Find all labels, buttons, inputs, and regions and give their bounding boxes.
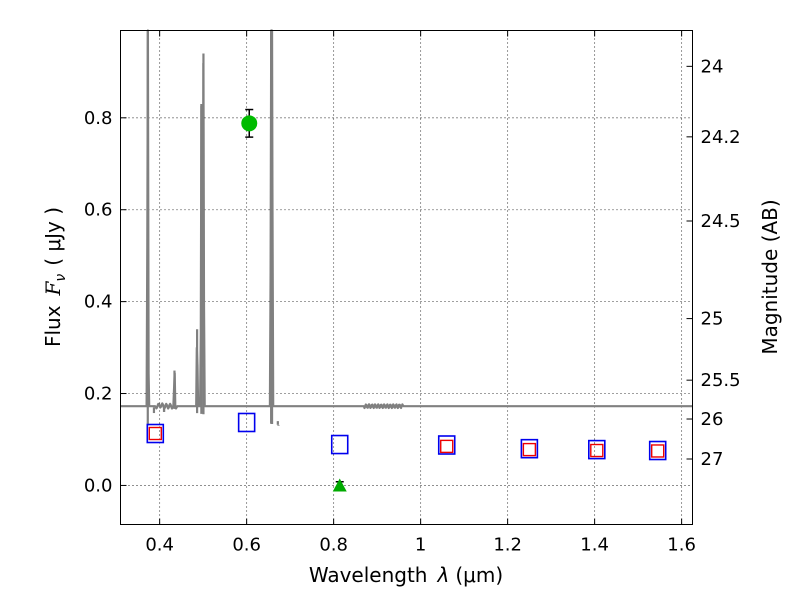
x-tick-label: 0.4 — [145, 535, 174, 556]
mag-tick-label: 25 — [701, 309, 724, 330]
plot-frame — [120, 30, 693, 525]
y-tick-label: 0.6 — [84, 200, 113, 221]
x-tick-label: 0.8 — [319, 535, 348, 556]
y-tick-label: 0.8 — [84, 108, 113, 129]
mag-tick-label: 26 — [701, 409, 724, 430]
x-tick-label: 1 — [415, 535, 426, 556]
model-photometry-square — [237, 412, 256, 433]
model-photometry-square — [648, 440, 667, 461]
y-tick-label: 0.0 — [84, 475, 113, 496]
y-tick-label: 0.2 — [84, 384, 113, 405]
mag-tick-label: 24.2 — [701, 127, 741, 148]
x-tick-label: 1.4 — [580, 535, 609, 556]
x-tick-label: 1.6 — [667, 535, 696, 556]
model-spectrum-group — [120, 29, 693, 426]
model-photometry-square — [520, 438, 539, 459]
x-axis-title: Wavelength λ (μm) — [309, 563, 503, 587]
axis-ticks: 0.4 0.6 0.8 1 1.2 1.4 1.6 0.0 0.2 0.4 0.6 0.8 24 24.2… — [84, 30, 741, 556]
mag-tick-label: 27 — [701, 449, 724, 470]
band-photometry-square — [522, 442, 537, 457]
mag-tick-label: 24.5 — [701, 211, 741, 232]
photometry-markers — [146, 108, 667, 492]
x-tick-label: 0.6 — [232, 535, 261, 556]
band-photometry-square — [651, 444, 665, 458]
band-photometry-square — [590, 443, 604, 458]
upper-limit-triangle — [332, 478, 347, 492]
model-spectrum-line — [120, 29, 693, 410]
mag-tick-label: 25.5 — [701, 370, 741, 391]
model-photometry-square — [588, 439, 606, 460]
model-photometry-square — [437, 435, 456, 455]
band-photometry-square — [148, 426, 162, 441]
grid-lines — [120, 30, 693, 525]
y-axis-title: FluxFν( μJy ) — [41, 207, 69, 347]
model-photometry-square — [330, 434, 349, 455]
mag-tick-label: 24 — [701, 56, 724, 77]
y-tick-label: 0.4 — [84, 292, 113, 313]
band-photometry-square — [440, 439, 454, 454]
observed-flux-circle — [241, 115, 258, 132]
model-photometry-square — [146, 423, 165, 444]
y2-axis-title: Magnitude (AB) — [758, 199, 782, 354]
x-tick-label: 1.2 — [493, 535, 522, 556]
